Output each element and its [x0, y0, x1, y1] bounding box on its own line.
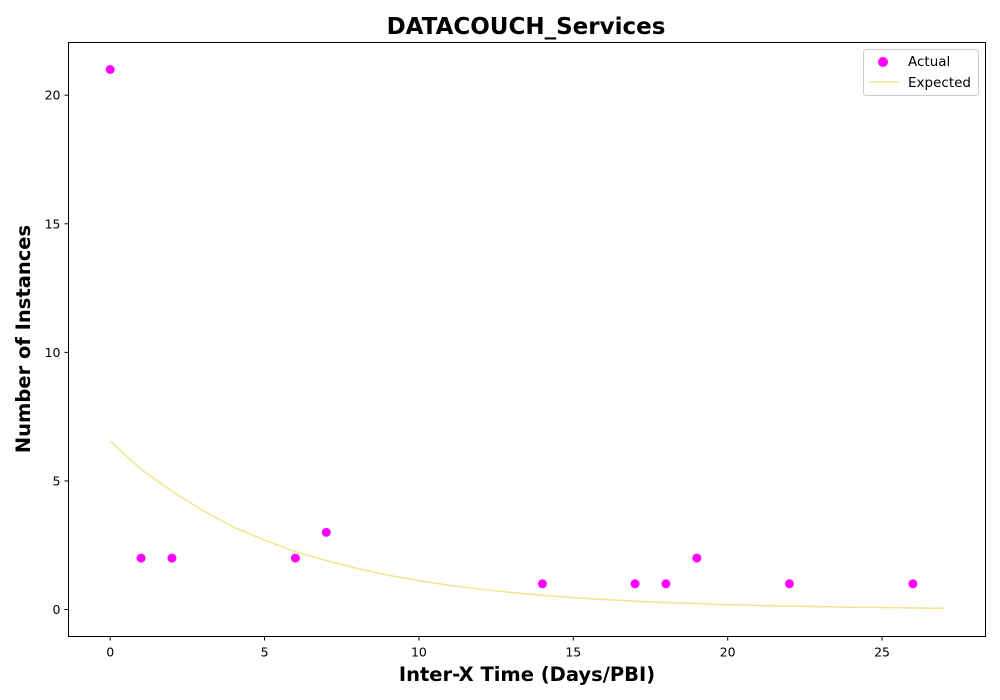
data-point: [692, 553, 702, 563]
data-point: [784, 579, 794, 589]
plot-frame: [68, 42, 986, 637]
data-point: [630, 579, 640, 589]
data-point: [136, 553, 146, 563]
legend-label-expected: Expected: [908, 75, 971, 91]
x-tick-label: 25: [874, 645, 890, 660]
data-point: [290, 553, 300, 563]
axis-ticks: 0 5 10 15 20 25 0 5 10 15 20: [45, 88, 890, 660]
expected-line: [109, 440, 944, 609]
plot-area: [105, 65, 944, 609]
data-point: [661, 579, 671, 589]
x-tick-label: 10: [411, 645, 427, 660]
x-tick-label: 0: [106, 645, 114, 660]
x-tick-label: 15: [565, 645, 581, 660]
y-axis-label: Number of Instances: [12, 225, 35, 453]
data-point: [537, 579, 547, 589]
x-axis-label: Inter-X Time (Days/PBI): [399, 663, 655, 686]
legend-label-actual: Actual: [908, 54, 950, 70]
y-tick-label: 5: [53, 473, 61, 488]
data-point: [908, 579, 918, 589]
legend: Actual Expected: [863, 49, 979, 96]
y-tick-label: 20: [45, 88, 61, 103]
legend-frame: [863, 49, 979, 96]
y-tick-label: 15: [45, 216, 61, 231]
x-tick-label: 20: [720, 645, 736, 660]
chart-title: DATACOUCH_Services: [387, 14, 666, 40]
data-point: [321, 527, 331, 537]
y-tick-label: 10: [45, 345, 61, 360]
y-tick-label: 0: [53, 602, 61, 617]
legend-marker-actual: [878, 57, 888, 67]
data-point: [167, 553, 177, 563]
data-point: [105, 65, 115, 74]
x-tick-label: 5: [261, 645, 269, 660]
